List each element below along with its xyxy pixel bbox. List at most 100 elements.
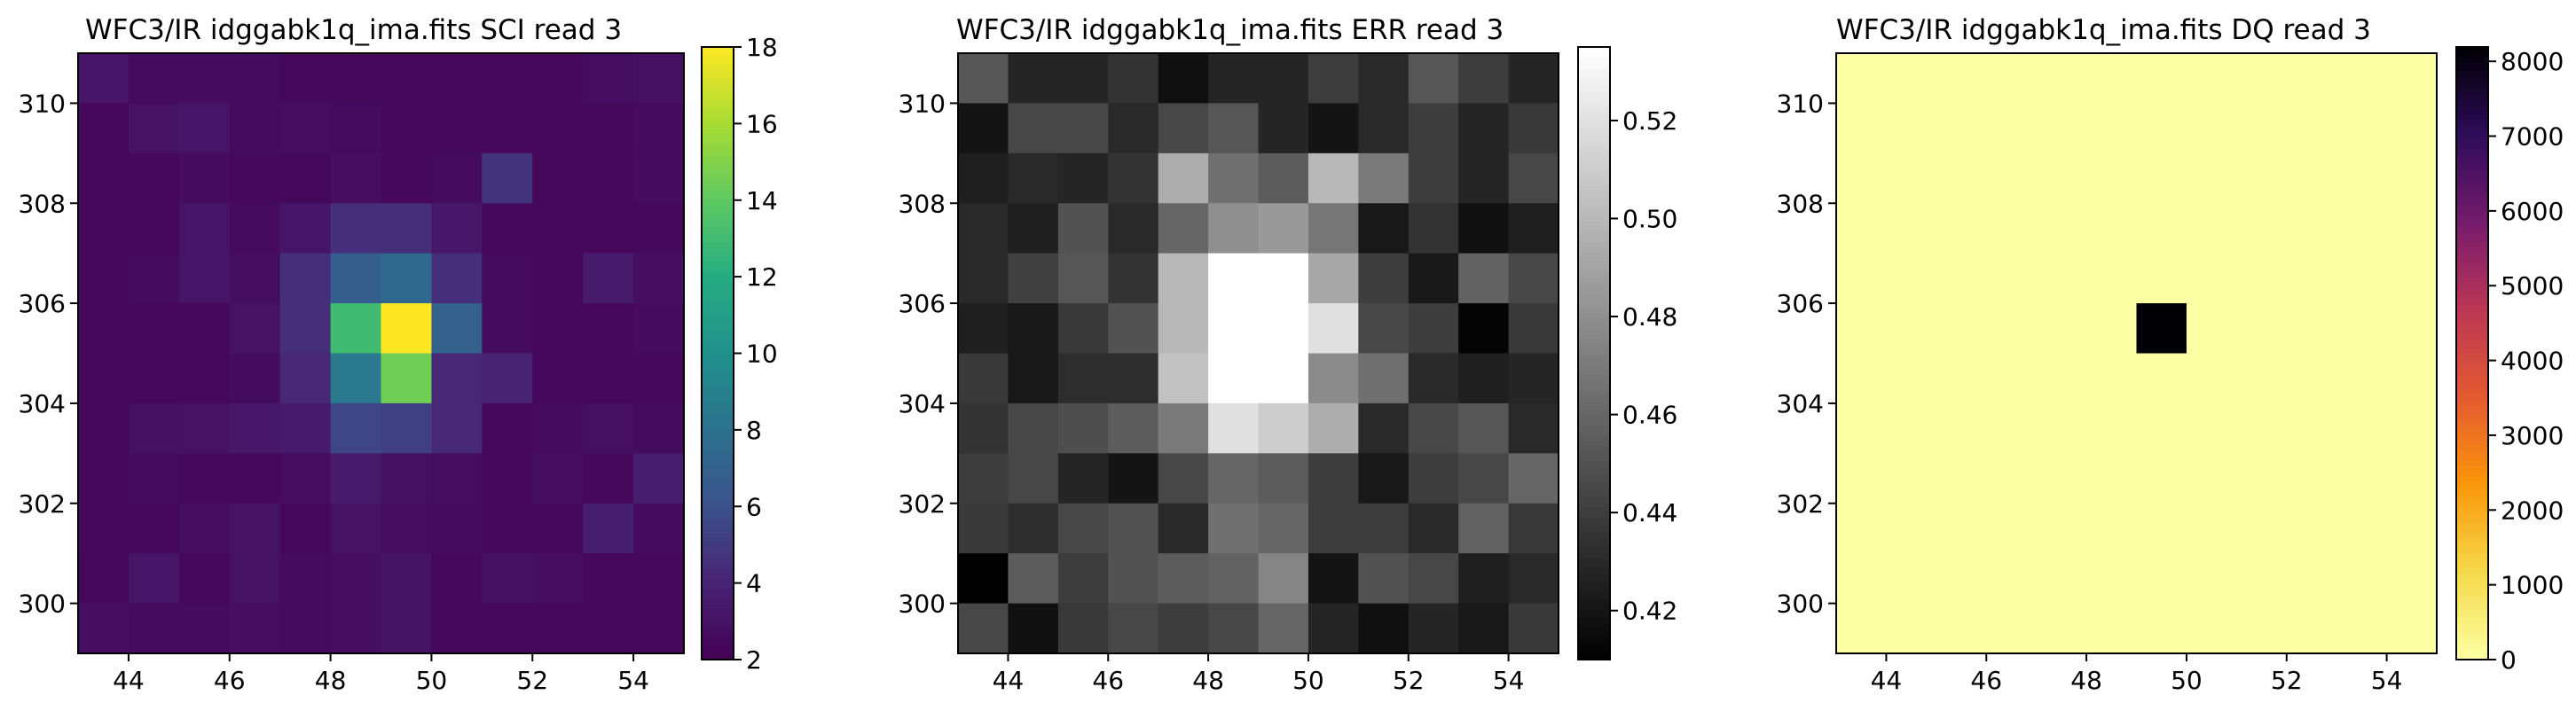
colorbar-segment [1578, 108, 1610, 114]
heatmap-cell [1836, 253, 1888, 304]
heatmap-cell [2186, 253, 2237, 304]
colorbar-segment [1578, 153, 1610, 160]
colorbar-segment [1578, 429, 1610, 436]
colorbar-segment [1578, 588, 1610, 594]
heatmap-cell [128, 53, 180, 105]
colorbar-segment [2456, 562, 2488, 569]
colorbar-segment [2456, 486, 2488, 492]
colorbar-segment [702, 292, 734, 298]
x-tick-label: 50 [1292, 666, 1324, 695]
heatmap-cell [1308, 453, 1359, 504]
heatmap-cell [2336, 203, 2388, 254]
heatmap-cell [1158, 152, 1209, 204]
heatmap-cell [2136, 503, 2187, 554]
colorbar-segment [702, 312, 734, 318]
colorbar-segment [2456, 72, 2488, 79]
heatmap-cell [1258, 203, 1309, 254]
heatmap-cell [633, 553, 685, 605]
heatmap-cell [1308, 303, 1359, 355]
heatmap-cell [1986, 203, 2038, 254]
axes-frame [77, 52, 685, 654]
heatmap-cell [1008, 503, 1059, 554]
colorbar-segment [2456, 481, 2488, 488]
heatmap-cell [1886, 353, 1937, 404]
colorbar-segment [2456, 512, 2488, 518]
colorbar-segment [2456, 404, 2488, 410]
heatmap-cell [2386, 203, 2438, 254]
heatmap-cell [1208, 453, 1260, 504]
colorbar-segment [2456, 373, 2488, 380]
heatmap-cell [1836, 402, 1888, 454]
heatmap-cell [178, 303, 231, 355]
colorbar-segment [2456, 317, 2488, 324]
colorbar-segment [2456, 271, 2488, 277]
colorbar-segment [1578, 481, 1610, 488]
colorbar-segment [1578, 92, 1610, 99]
heatmap-cell [1358, 453, 1410, 504]
colorbar-segment [702, 542, 734, 549]
heatmap-cell [1308, 603, 1359, 654]
heatmap-cell [1057, 303, 1109, 355]
heatmap-cell [1108, 152, 1159, 204]
colorbar-tick-label: 8 [746, 416, 762, 445]
x-tick-label: 44 [1871, 666, 1903, 695]
heatmap-cell [1258, 253, 1309, 304]
heatmap-cell [2186, 303, 2237, 355]
heatmap-cell [1408, 453, 1459, 504]
colorbar-segment [2456, 465, 2488, 472]
heatmap-cell [229, 553, 281, 605]
heatmap-cell [2136, 203, 2187, 254]
heatmap-cell [1108, 303, 1159, 355]
heatmap-cell [1458, 353, 1510, 404]
colorbar-segment [1578, 409, 1610, 416]
colorbar-segment [1578, 199, 1610, 207]
heatmap-cell [381, 453, 433, 504]
heatmap-cell [958, 353, 1009, 404]
colorbar-segment [2456, 118, 2488, 125]
colorbar-segment [702, 317, 734, 324]
heatmap-cell [229, 303, 281, 355]
colorbar-segment [702, 210, 734, 216]
heatmap-cell [633, 353, 685, 404]
heatmap-cell [128, 353, 180, 404]
x-tick-label: 54 [2371, 666, 2403, 695]
heatmap-cell [1108, 253, 1159, 304]
colorbar-segment [702, 368, 734, 375]
heatmap-cell [1886, 503, 1937, 554]
heatmap-cell [178, 152, 231, 204]
heatmap-cell [178, 553, 231, 605]
heatmap-cell [2186, 353, 2237, 404]
heatmap-cell [2036, 402, 2087, 454]
heatmap-cell [2186, 53, 2237, 105]
heatmap-cell [1158, 503, 1209, 554]
heatmap-cell [431, 353, 483, 404]
heatmap-cell [1408, 402, 1459, 454]
axes-frame [957, 52, 1559, 654]
colorbar-segment [1578, 460, 1610, 466]
heatmap-cell [482, 303, 533, 355]
colorbar-segment [2456, 638, 2488, 645]
heatmap-cell [78, 553, 130, 605]
heatmap-cell [958, 253, 1009, 304]
heatmap-cell [2386, 152, 2438, 204]
colorbar-segment [1578, 292, 1610, 298]
heatmap-cell [1458, 152, 1510, 204]
colorbar-segment [1578, 379, 1610, 385]
heatmap-cell [633, 453, 685, 504]
heatmap-cell [2286, 53, 2337, 105]
colorbar-segment [702, 429, 734, 436]
heatmap-cell [2086, 553, 2138, 605]
heatmap-cell [1308, 402, 1359, 454]
heatmap-cell [178, 402, 231, 454]
heatmap-cell [1936, 353, 1987, 404]
heatmap-cell [78, 103, 130, 154]
heatmap-cell [1108, 503, 1159, 554]
y-tick-label: 306 [19, 289, 66, 318]
colorbar-segment [2456, 236, 2488, 242]
colorbar-segment [702, 153, 734, 160]
heatmap-cell [1508, 402, 1559, 454]
colorbar-segment [702, 470, 734, 477]
colorbar-segment [702, 409, 734, 416]
colorbar-tick-label: 0.50 [1622, 204, 1677, 233]
heatmap-cell [583, 152, 634, 204]
